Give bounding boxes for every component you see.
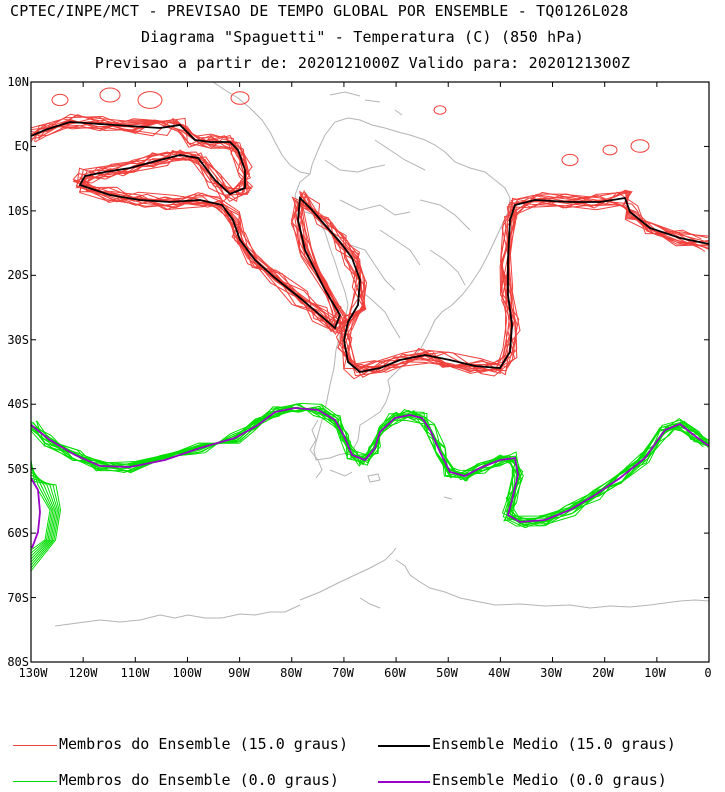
lat-label-80s: 80S bbox=[7, 655, 29, 669]
ensemble-member-line bbox=[31, 407, 704, 525]
ensemble-member-loop bbox=[51, 93, 69, 107]
ensemble-mean-15c bbox=[31, 121, 709, 373]
lon-label-100w: 100W bbox=[172, 666, 202, 680]
lon-label-60w: 60W bbox=[384, 666, 406, 680]
ensemble-member-loop bbox=[99, 87, 121, 103]
forecast-validity: Previsao a partir de: 2020121000Z Valido… bbox=[94, 54, 631, 72]
lon-label-110w: 110W bbox=[120, 666, 150, 680]
ensemble-member-line bbox=[31, 119, 706, 376]
lat-label-10s: 10S bbox=[7, 204, 29, 218]
map-frame bbox=[30, 81, 710, 663]
ensemble-member-loop bbox=[561, 153, 579, 167]
lon-label-90w: 90W bbox=[228, 666, 250, 680]
ensemble-members-15c bbox=[31, 87, 709, 380]
legend-swatch-mean-15c bbox=[378, 745, 430, 747]
ensemble-member-line bbox=[31, 118, 702, 372]
lat-label-20s: 20S bbox=[7, 268, 29, 282]
legend-swatch-members-0c bbox=[13, 781, 57, 782]
ensemble-member-loop bbox=[433, 105, 447, 115]
product-title: CPTEC/INPE/MCT - PREVISAO DE TEMPO GLOBA… bbox=[10, 2, 629, 20]
lon-label-30w: 30W bbox=[540, 666, 562, 680]
legend-swatch-members-15c bbox=[13, 745, 57, 746]
ensemble-member-line bbox=[36, 115, 709, 375]
lat-label-40s: 40S bbox=[7, 397, 29, 411]
lat-label-30s: 30S bbox=[7, 333, 29, 347]
lon-label-10w: 10W bbox=[644, 666, 666, 680]
ensemble-member-line bbox=[31, 477, 60, 569]
lon-label-0: 0 bbox=[704, 666, 712, 680]
legend-label-mean-0c: Ensemble Medio (0.0 graus) bbox=[432, 771, 667, 789]
ensemble-member-line bbox=[31, 115, 709, 380]
ensemble-member-line bbox=[32, 403, 709, 526]
diagram-subtitle: Diagrama "Spaguetti" - Temperatura (C) (… bbox=[140, 28, 585, 46]
legend-label-mean-15c: Ensemble Medio (15.0 graus) bbox=[432, 735, 676, 753]
legend-label-members-15c: Membros do Ensemble (15.0 graus) bbox=[59, 735, 348, 753]
ensemble-mean-0c bbox=[31, 407, 709, 523]
lon-label-20w: 20W bbox=[592, 666, 614, 680]
ensemble-member-line bbox=[34, 119, 705, 374]
ensemble-member-loop bbox=[630, 139, 650, 153]
legend-swatch-mean-0c bbox=[378, 781, 430, 783]
lon-label-70w: 70W bbox=[332, 666, 354, 680]
lat-label-eq: EQ bbox=[14, 139, 29, 153]
ensemble-member-loop bbox=[230, 91, 250, 105]
ensemble-member-line bbox=[31, 118, 709, 373]
ensemble-member-line bbox=[31, 113, 708, 370]
coastlines bbox=[54, 82, 709, 627]
ensemble-member-line bbox=[31, 480, 62, 572]
ensemble-member-loop bbox=[137, 91, 163, 109]
lat-label-60s: 60S bbox=[7, 526, 29, 540]
lon-label-120w: 120W bbox=[68, 666, 98, 680]
lon-label-40w: 40W bbox=[488, 666, 510, 680]
lat-label-70s: 70S bbox=[7, 591, 29, 605]
ensemble-member-loop bbox=[602, 144, 618, 156]
ensemble-member-line bbox=[31, 117, 709, 368]
lon-label-80w: 80W bbox=[280, 666, 302, 680]
ensemble-member-line bbox=[35, 114, 709, 374]
ensemble-member-line bbox=[31, 119, 706, 373]
lon-label-50w: 50W bbox=[436, 666, 458, 680]
legend-label-members-0c: Membros do Ensemble (0.0 graus) bbox=[59, 771, 339, 789]
lon-label-130w: 130W bbox=[18, 666, 48, 680]
lat-label-50s: 50S bbox=[7, 462, 29, 476]
ensemble-member-line bbox=[38, 118, 703, 377]
lat-label-10n: 10N bbox=[7, 75, 29, 89]
ensemble-members-0c bbox=[31, 402, 709, 572]
